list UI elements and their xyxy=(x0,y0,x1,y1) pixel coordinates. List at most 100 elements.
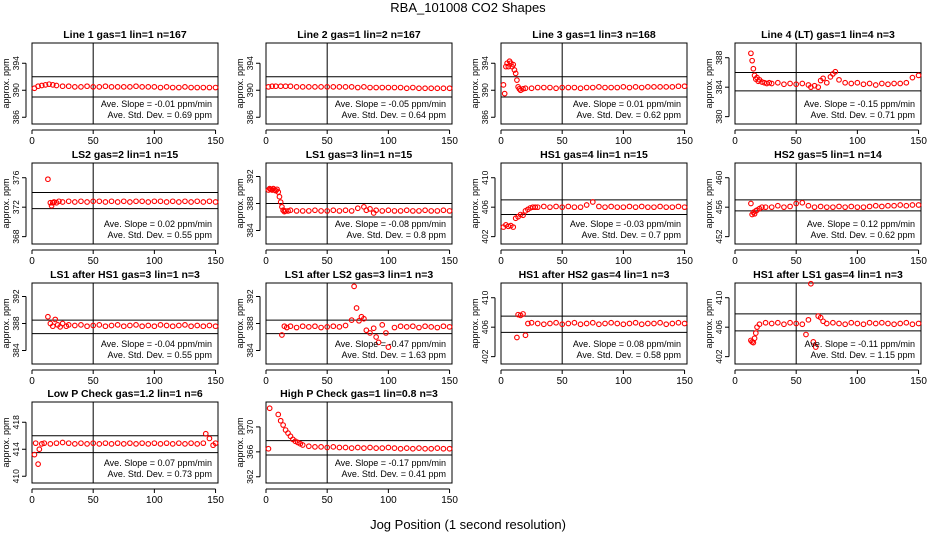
y-axis-label: approx. ppm xyxy=(1,298,11,348)
data-point xyxy=(354,444,361,451)
data-point xyxy=(71,322,78,329)
data-point xyxy=(163,199,170,205)
y-tick-label: 394 xyxy=(11,56,21,70)
panel-10: LS1 after LS2 gas=3 lin=1 n=3 0 50 100 150 38… xyxy=(235,269,458,387)
data-point xyxy=(768,204,775,211)
data-point xyxy=(318,324,324,331)
data-point xyxy=(42,81,49,88)
panel-title: Line 2 gas=1 lin=2 n=167 xyxy=(297,29,421,41)
data-point xyxy=(860,204,867,211)
data-point xyxy=(139,84,145,90)
data-point xyxy=(547,320,553,327)
data-point xyxy=(638,203,645,210)
data-point xyxy=(891,80,897,87)
data-point xyxy=(324,444,331,451)
data-point xyxy=(651,84,657,90)
data-point xyxy=(78,198,84,205)
data-point xyxy=(525,320,531,327)
slope-annotation: Ave. Slope = 0.08 ppm/min xyxy=(573,339,681,349)
data-point xyxy=(287,207,294,214)
y-axis-label: approx. ppm xyxy=(470,298,480,348)
y-tick-label: 392 xyxy=(245,289,255,303)
data-point xyxy=(663,321,670,328)
data-point xyxy=(547,204,553,211)
panel-title: Line 4 (LT) gas=1 lin=4 n=3 xyxy=(761,29,895,41)
data-point xyxy=(38,441,45,447)
x-tick-label: 0 xyxy=(263,376,269,387)
data-point xyxy=(860,321,867,328)
data-point xyxy=(200,323,207,330)
data-point xyxy=(897,80,904,87)
data-point xyxy=(336,444,343,451)
data-point xyxy=(200,440,207,447)
data-point xyxy=(553,85,559,92)
x-tick-label: 150 xyxy=(207,136,224,147)
x-tick-label: 150 xyxy=(441,495,458,506)
data-point xyxy=(305,84,312,90)
data-point xyxy=(749,57,755,64)
data-point xyxy=(133,441,139,447)
data-point xyxy=(84,199,90,205)
y-tick-label: 452 xyxy=(714,229,724,243)
data-point xyxy=(287,83,294,90)
data-point xyxy=(836,320,842,327)
data-point xyxy=(188,199,194,205)
y-tick-label: 390 xyxy=(245,83,255,97)
data-point xyxy=(422,445,428,452)
data-point xyxy=(878,319,885,326)
data-point xyxy=(428,208,435,214)
data-point xyxy=(514,334,520,341)
data-point xyxy=(46,81,52,88)
x-tick-label: 50 xyxy=(557,256,569,267)
data-point xyxy=(614,204,621,211)
data-point xyxy=(909,202,916,208)
std-dev-annotation: Ave. Std. Dev. = 0.71 ppm xyxy=(811,110,915,120)
data-point xyxy=(133,198,139,205)
data-point xyxy=(602,204,608,211)
data-point xyxy=(810,339,817,345)
std-dev-annotation: Ave. Std. Dev. = 1.63 ppm xyxy=(342,350,446,360)
data-point xyxy=(157,441,164,447)
slope-annotation: Ave. Slope = -0.15 ppm/min xyxy=(804,99,915,109)
x-tick-label: 150 xyxy=(676,136,693,147)
data-point xyxy=(520,86,526,92)
data-point xyxy=(200,84,207,91)
data-point xyxy=(589,84,596,91)
data-point xyxy=(534,84,541,91)
data-point xyxy=(596,321,602,328)
data-point xyxy=(434,208,441,214)
plot-frame xyxy=(31,42,219,125)
data-point xyxy=(151,323,158,330)
data-point xyxy=(108,441,115,447)
x-tick-label: 150 xyxy=(441,136,458,147)
x-tick-label: 50 xyxy=(322,256,334,267)
data-point xyxy=(842,321,848,328)
data-point xyxy=(330,207,337,214)
data-point xyxy=(632,204,639,211)
x-tick-label: 0 xyxy=(732,376,738,387)
data-point xyxy=(282,427,289,433)
y-tick-label: 372 xyxy=(11,200,21,214)
y-tick-label: 402 xyxy=(480,349,490,363)
data-point xyxy=(602,84,608,91)
data-point xyxy=(265,445,272,452)
data-point xyxy=(65,198,72,205)
data-point xyxy=(145,199,152,205)
data-point xyxy=(293,84,300,90)
data-point xyxy=(351,283,357,290)
data-point xyxy=(367,84,373,91)
data-point xyxy=(787,80,793,87)
x-tick-label: 150 xyxy=(676,376,693,387)
y-tick-label: 410 xyxy=(714,290,724,304)
data-point xyxy=(793,320,800,327)
y-tick-label: 386 xyxy=(480,110,490,124)
data-point xyxy=(35,461,41,467)
data-point xyxy=(269,83,275,90)
data-point xyxy=(157,322,164,328)
data-point xyxy=(768,80,775,87)
y-tick-label: 392 xyxy=(11,289,21,303)
data-point xyxy=(620,84,627,90)
data-point xyxy=(282,83,289,90)
data-point xyxy=(163,440,170,447)
x-tick-label: 0 xyxy=(498,136,504,147)
